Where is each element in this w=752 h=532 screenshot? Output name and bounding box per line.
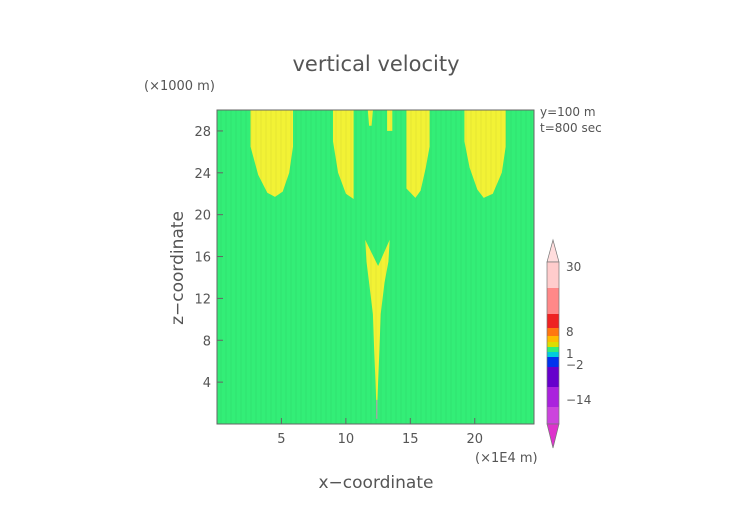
field-texture bbox=[220, 110, 532, 424]
colorbar-level-label: −14 bbox=[566, 393, 591, 407]
colorbar-band bbox=[547, 314, 559, 329]
region-column-6 bbox=[464, 110, 506, 198]
y-tick-label: 16 bbox=[194, 251, 211, 266]
y-tick-label: 4 bbox=[203, 376, 211, 391]
colorbar-band bbox=[547, 342, 559, 348]
colorbar-band bbox=[547, 357, 559, 368]
y-axis-label: z−coordinate bbox=[168, 211, 188, 325]
y-tick-label: 8 bbox=[203, 334, 211, 349]
colorbar-band bbox=[547, 352, 559, 358]
region-column-2 bbox=[333, 110, 354, 199]
colorbar-bottom-arrow bbox=[546, 423, 560, 449]
y-tick-label: 20 bbox=[194, 209, 211, 224]
colorbar-band bbox=[547, 387, 559, 408]
colorbar-band bbox=[547, 407, 559, 425]
colorbar-band bbox=[547, 288, 559, 315]
colorbar-level-label: −2 bbox=[566, 358, 584, 372]
colorbar-level-label: 8 bbox=[566, 325, 574, 339]
x-tick-label: 10 bbox=[338, 432, 355, 447]
colorbar-band bbox=[547, 328, 559, 337]
region-column-1 bbox=[250, 110, 293, 197]
colorbar-top-arrow bbox=[546, 238, 560, 263]
region-column-3 bbox=[367, 110, 373, 126]
y-tick-label: 12 bbox=[194, 292, 211, 307]
colorbar-band bbox=[547, 262, 559, 289]
y-tick-label: 24 bbox=[194, 167, 211, 182]
region-central-plume bbox=[365, 239, 390, 419]
colorbar-level-label: 30 bbox=[566, 260, 581, 274]
region-column-5 bbox=[406, 110, 430, 198]
annotation-y-position: y=100 m bbox=[540, 105, 596, 119]
y-unit-label: (×1000 m) bbox=[144, 79, 215, 94]
x-tick-label: 15 bbox=[402, 432, 419, 447]
annotation-time: t=800 sec bbox=[540, 121, 602, 135]
colorbar-labels: 30 8 1−2 −14 bbox=[566, 260, 591, 407]
x-axis-label: x−coordinate bbox=[319, 473, 434, 493]
plot-area bbox=[216, 109, 535, 425]
x-tick-label: 20 bbox=[466, 432, 483, 447]
region-column-4 bbox=[387, 110, 393, 131]
plot-frame bbox=[216, 109, 535, 425]
colorbar bbox=[546, 238, 560, 449]
contour-regions bbox=[250, 110, 506, 419]
x-tick-label: 5 bbox=[277, 432, 285, 447]
x-axis-ticks: 5 10 15 20 bbox=[277, 418, 483, 447]
colorbar-level-label: 1 bbox=[566, 347, 574, 361]
region-plume-core bbox=[376, 399, 378, 419]
x-unit-label: (×1E4 m) bbox=[475, 451, 538, 466]
colorbar-band bbox=[547, 347, 559, 353]
y-tick-label: 28 bbox=[194, 125, 211, 140]
colorbar-band bbox=[547, 336, 559, 343]
colorbar-band bbox=[547, 367, 559, 388]
chart-title: vertical velocity bbox=[292, 52, 459, 76]
y-axis-ticks: 4 8 12 16 20 24 28 bbox=[194, 125, 223, 391]
